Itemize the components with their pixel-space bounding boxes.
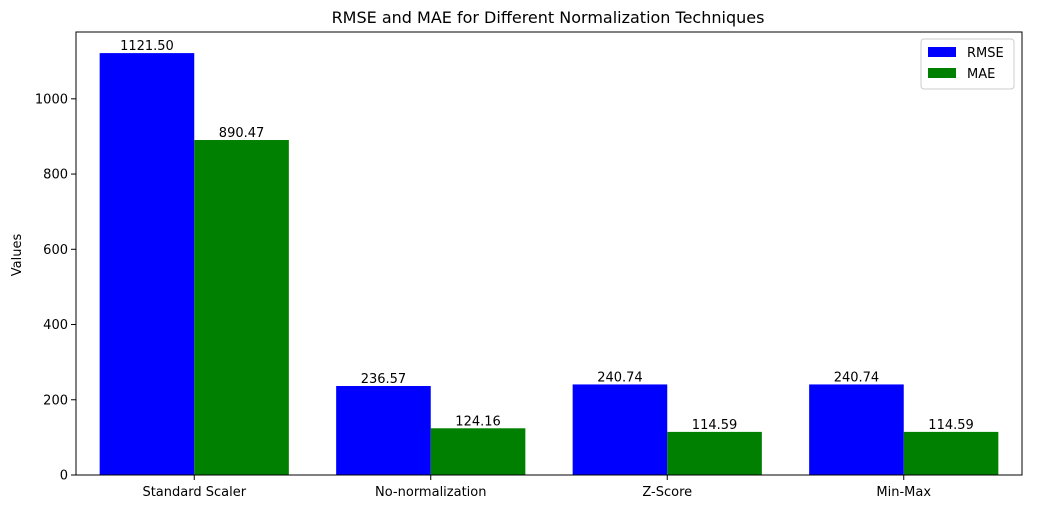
- y-tick-label-800: 800: [43, 168, 68, 183]
- y-tick-label-600: 600: [43, 243, 68, 258]
- bar-mae-1: [194, 140, 289, 475]
- legend-label-mae: MAE: [967, 67, 995, 82]
- legend: RMSE MAE: [920, 38, 1015, 90]
- data-label-mae-1: 890.47: [219, 126, 265, 141]
- plot-frame: [75, 31, 1023, 476]
- data-label-mae-2: 124.16: [455, 414, 501, 429]
- legend-label-rmse: RMSE: [967, 46, 1004, 61]
- x-tick-label-4: Min-Max: [876, 485, 931, 500]
- y-tick-label-1000: 1000: [35, 92, 68, 107]
- x-tick-label-2: No-normalization: [375, 485, 486, 500]
- data-label-rmse-4: 240.74: [834, 370, 880, 385]
- chart-title: RMSE and MAE for Different Normalization…: [332, 8, 765, 27]
- data-label-mae-3: 114.59: [692, 418, 738, 433]
- plot-area: 1121.50 236.57 240.74 240.74 890.47 124.16 114…: [35, 31, 1023, 500]
- bar-rmse-1: [99, 53, 195, 476]
- y-axis-label: Values: [10, 234, 25, 277]
- bar-mae-4: [903, 431, 999, 475]
- legend-swatch-rmse: [928, 47, 956, 57]
- bar-rmse-2: [336, 386, 431, 475]
- data-label-rmse-2: 236.57: [361, 372, 407, 387]
- data-label-rmse-3: 240.74: [597, 370, 643, 385]
- y-tick-label-200: 200: [43, 393, 68, 408]
- x-tick-label-3: Z-Score: [642, 485, 692, 500]
- y-tick-label-0: 0: [60, 469, 68, 484]
- x-tick-label-1: Standard Scaler: [142, 485, 246, 500]
- legend-swatch-mae: [928, 68, 956, 78]
- data-label-mae-4: 114.59: [928, 418, 974, 433]
- bar-rmse-4: [809, 384, 904, 475]
- y-tick-label-400: 400: [43, 318, 68, 333]
- bar-mae-2: [430, 428, 526, 475]
- bar-mae-3: [667, 431, 762, 475]
- bar-rmse-3: [572, 384, 668, 475]
- data-label-rmse-1: 1121.50: [120, 39, 174, 54]
